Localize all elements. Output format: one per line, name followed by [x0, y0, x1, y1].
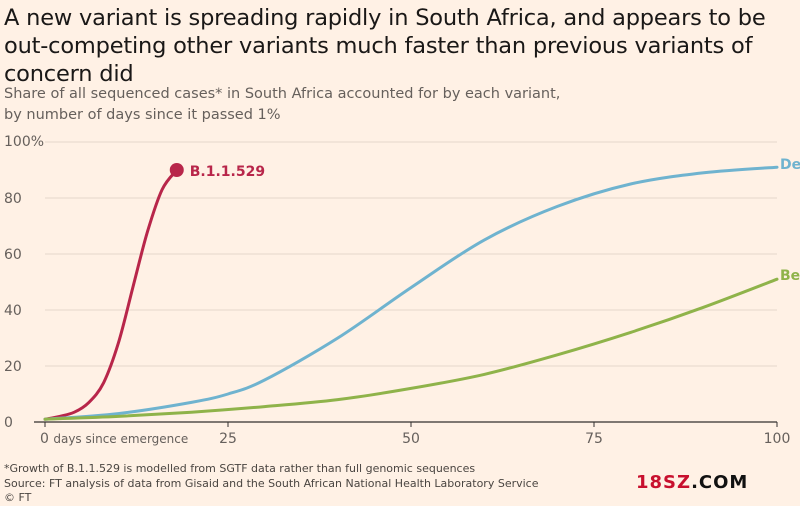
y-tick-label: 100% — [4, 134, 44, 150]
series-line-beta — [43, 277, 779, 421]
footnote-copyright: © FT — [4, 491, 32, 504]
grid — [45, 141, 777, 367]
watermark-black: .COM — [691, 472, 749, 493]
x-tick-label: 75 — [585, 431, 603, 447]
end-marker-b-1-1-529 — [169, 163, 184, 177]
series-line-b-1-1-529 — [43, 168, 179, 421]
x-axis-title: days since emergence — [53, 432, 188, 446]
x-tick-label: 0 days since emergence — [40, 431, 188, 447]
series-label-beta: Beta — [780, 268, 800, 284]
x-tick-label: 50 — [402, 431, 420, 447]
y-tick-label: 0 — [4, 415, 13, 431]
x-tick-label: 25 — [219, 431, 237, 447]
axes: 0 20 40 60 80 100% 0 days since emergence 25 50 7… — [4, 134, 790, 447]
footnote: *Growth of B.1.1.529 is modelled from SG… — [4, 462, 539, 506]
series-label-delta: Delta — [780, 157, 800, 173]
subtitle-line-1: Share of all sequenced cases* in South A… — [4, 86, 561, 102]
series-group — [43, 163, 779, 421]
y-tick-label: 40 — [4, 303, 22, 319]
subtitle-line-2: by number of days since it passed 1% — [4, 107, 281, 123]
y-tick-label: 80 — [4, 191, 22, 207]
watermark-red: 18SZ — [636, 472, 692, 493]
x-tick-zero: 0 — [40, 431, 53, 447]
y-tick-label: 60 — [4, 247, 22, 263]
chart-subtitle: Share of all sequenced cases* in South A… — [4, 84, 704, 126]
x-tick-label: 100 — [764, 431, 791, 447]
series-line-delta — [43, 165, 779, 421]
chart-title: A new variant is spreading rapidly in So… — [4, 5, 766, 87]
footnote-source: Source: FT analysis of data from Gisaid … — [4, 476, 539, 490]
footnote-growth: *Growth of B.1.1.529 is modelled from SG… — [4, 462, 476, 475]
watermark-logo: 18SZ.COM — [636, 472, 748, 493]
y-tick-label: 20 — [4, 359, 22, 375]
series-labels: B.1.1.529 Delta Beta — [190, 157, 800, 284]
series-label-b-1-1-529: B.1.1.529 — [190, 164, 265, 180]
